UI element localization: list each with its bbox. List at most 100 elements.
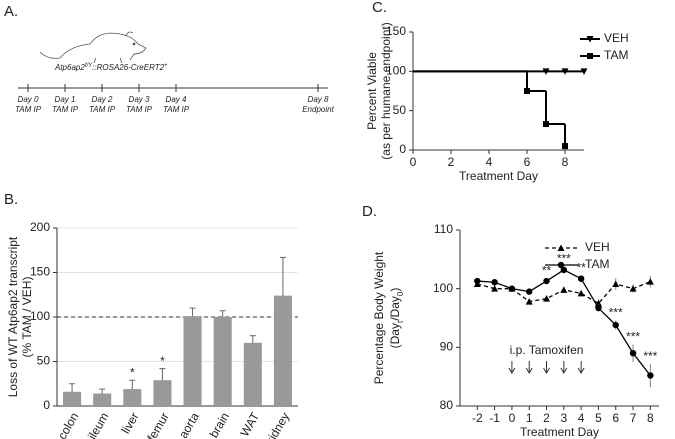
bar bbox=[273, 295, 292, 406]
bar bbox=[213, 317, 232, 406]
marker bbox=[543, 277, 550, 285]
x-tick-label: 8 bbox=[647, 411, 654, 425]
panel-label: D. bbox=[362, 203, 377, 220]
timeline-day: Day 8 bbox=[308, 95, 329, 104]
series-line bbox=[477, 269, 651, 376]
timeline-event: TAM IP bbox=[89, 105, 116, 114]
y-axis-note-part: 0 bbox=[396, 291, 405, 296]
x-tick-label: 4 bbox=[486, 155, 493, 169]
x-axis-label: Treatment Day bbox=[459, 169, 538, 183]
x-tick-label: brain bbox=[207, 410, 232, 439]
legend-label: TAM bbox=[585, 257, 609, 271]
x-tick-label: WAT bbox=[237, 410, 262, 439]
timeline-day: Day 4 bbox=[166, 95, 187, 104]
strain-label: Atp6ap2f/Y::ROSA26-CreERT2+ bbox=[54, 63, 168, 73]
x-tick-label: liver bbox=[119, 410, 142, 436]
y-tick-label: 50 bbox=[37, 354, 51, 368]
bar bbox=[123, 389, 142, 406]
legend-marker bbox=[586, 36, 594, 43]
strain-base: Atp6ap2 bbox=[54, 63, 85, 72]
x-tick-label: 6 bbox=[524, 155, 531, 169]
bar bbox=[63, 391, 82, 406]
x-tick-label: 3 bbox=[560, 411, 567, 425]
dose-arrow-head bbox=[560, 367, 568, 374]
marker bbox=[508, 285, 516, 292]
x-tick-label: 8 bbox=[562, 155, 569, 169]
marker bbox=[491, 279, 498, 286]
y-tick-label: 110 bbox=[434, 222, 453, 236]
marker bbox=[491, 285, 499, 292]
timeline-day: Day 3 bbox=[129, 95, 150, 104]
treatment-label: i.p. Tamoxifen bbox=[510, 343, 584, 357]
timeline-day: Day 2 bbox=[92, 95, 113, 104]
marker bbox=[542, 68, 550, 75]
significance: * bbox=[130, 365, 135, 379]
x-axis-label: Treatment Day bbox=[520, 425, 599, 439]
marker bbox=[612, 280, 620, 287]
significance: * bbox=[160, 354, 165, 368]
marker bbox=[562, 143, 568, 150]
y-tick-label: 90 bbox=[440, 340, 454, 354]
y-tick-label: 50 bbox=[393, 103, 407, 117]
y-tick-label: 150 bbox=[30, 265, 50, 279]
marker bbox=[612, 321, 619, 329]
mouse-drawing bbox=[39, 31, 147, 64]
marker bbox=[474, 277, 481, 285]
legend-marker bbox=[587, 53, 593, 59]
timeline-event: TAM IP bbox=[163, 105, 190, 114]
y-tick-label: 200 bbox=[30, 220, 50, 234]
x-tick-label: kidney bbox=[263, 410, 292, 439]
y-tick-label: 100 bbox=[433, 281, 453, 295]
y-axis-note-part: ) bbox=[388, 288, 402, 292]
x-tick-label: 1 bbox=[526, 411, 533, 425]
marker bbox=[577, 289, 585, 297]
marker bbox=[646, 278, 654, 285]
y-axis-note: (Dayt/Day0) bbox=[388, 288, 404, 349]
marker bbox=[526, 288, 533, 295]
marker bbox=[524, 88, 530, 94]
y-axis-note-part: t bbox=[396, 320, 405, 323]
x-tick-label: femur bbox=[144, 410, 171, 439]
legend-label: VEH bbox=[585, 240, 610, 254]
dose-arrow-head bbox=[543, 367, 550, 374]
marker bbox=[580, 68, 588, 75]
x-tick-label: 0 bbox=[410, 155, 417, 169]
panel-label: B. bbox=[4, 191, 18, 208]
y-tick-label: 100 bbox=[30, 309, 50, 323]
legend-marker bbox=[557, 244, 565, 251]
timeline-event: TAM IP bbox=[52, 105, 79, 114]
y-axis-note: (as per humane endpoint) bbox=[379, 22, 393, 159]
dose-arrow-head bbox=[577, 367, 585, 374]
panel-label: A. bbox=[4, 3, 18, 20]
y-axis-label: Percent Viable bbox=[365, 52, 379, 130]
x-tick-label: aorta bbox=[176, 410, 202, 439]
y-axis-note-part: /Day bbox=[388, 296, 402, 321]
x-tick-label: colon bbox=[55, 410, 81, 439]
x-tick-label: ileum bbox=[85, 410, 111, 439]
bar bbox=[93, 393, 112, 406]
marker bbox=[629, 350, 637, 357]
significance: *** bbox=[557, 252, 571, 266]
legend-label: TAM bbox=[604, 48, 628, 62]
marker bbox=[595, 304, 602, 312]
y-tick-label: 0 bbox=[399, 142, 406, 156]
significance: ** bbox=[542, 263, 552, 277]
timeline-day: Day 0 bbox=[18, 95, 39, 104]
y-tick-label: 150 bbox=[386, 24, 406, 38]
x-tick-label: 2 bbox=[543, 411, 550, 425]
strain-sup: f/Y bbox=[85, 63, 93, 69]
legend-marker bbox=[557, 261, 565, 269]
significance: *** bbox=[643, 349, 657, 363]
bar bbox=[183, 316, 202, 406]
significance: *** bbox=[609, 306, 623, 320]
bar bbox=[153, 380, 172, 406]
x-tick-label: 2 bbox=[448, 155, 455, 169]
marker bbox=[577, 275, 585, 282]
marker bbox=[543, 295, 551, 302]
y-axis-label: Loss of WT Atp6ap2 transcript bbox=[6, 236, 20, 397]
marker bbox=[629, 285, 637, 292]
timeline-event: TAM IP bbox=[126, 105, 153, 114]
timeline-event: Endpoint bbox=[302, 105, 334, 114]
timeline-day: Day 1 bbox=[55, 95, 76, 104]
